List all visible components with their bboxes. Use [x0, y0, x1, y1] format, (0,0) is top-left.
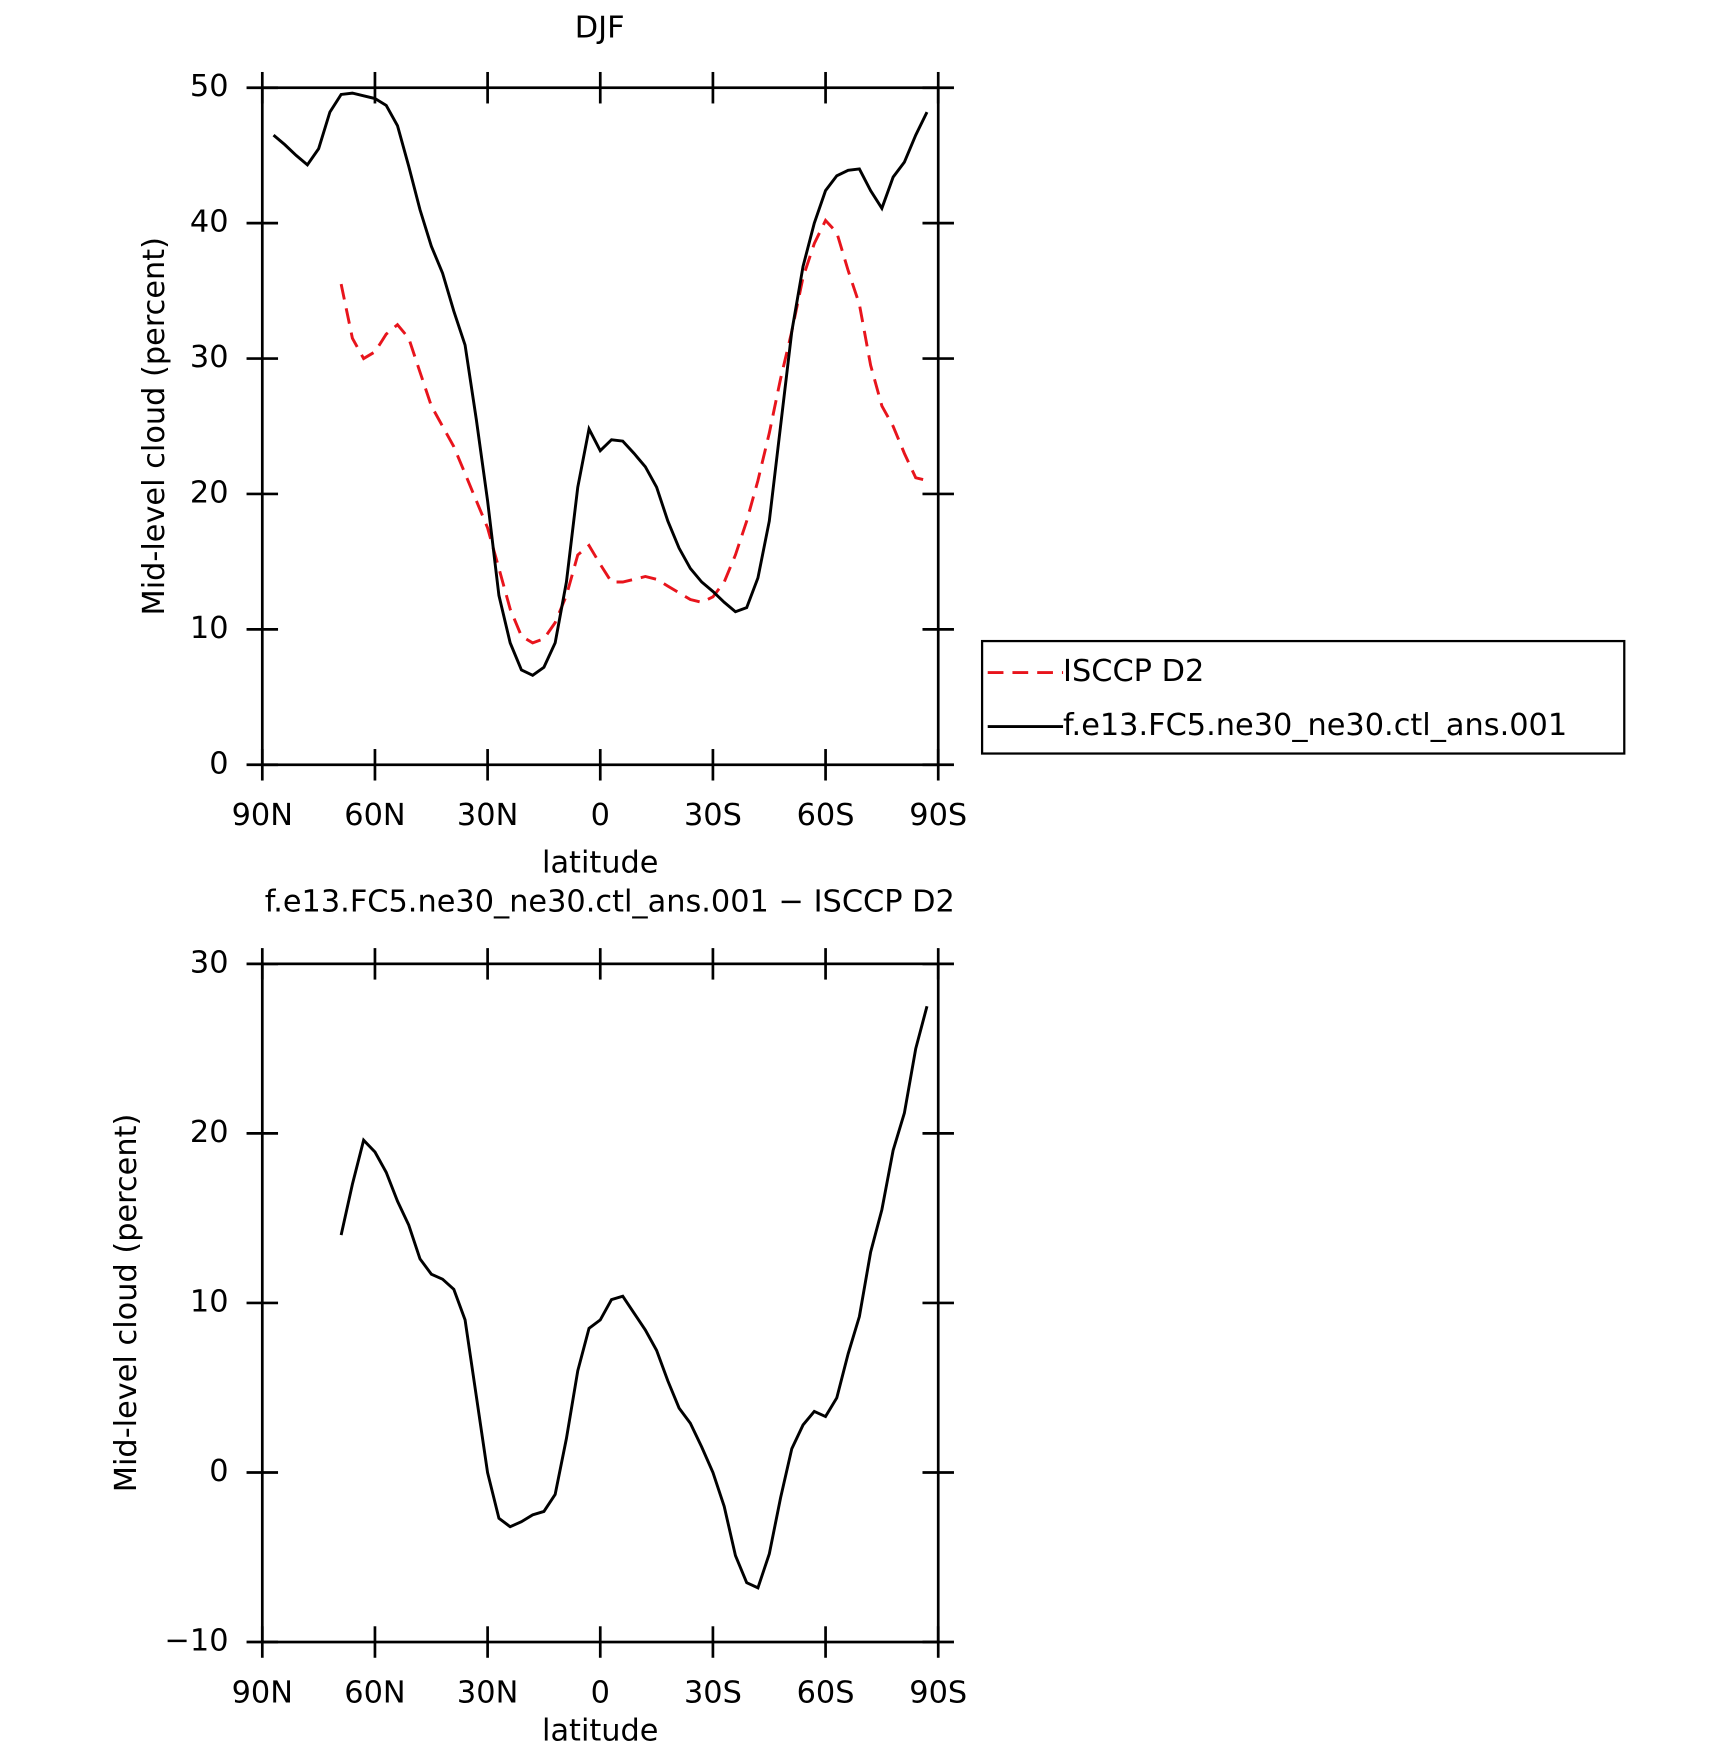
x-tick-label: 0 [591, 798, 610, 833]
data-line [272, 91, 929, 678]
x-tick-label: 90N [232, 1675, 293, 1710]
y-tick-label: 30 [190, 945, 229, 980]
x-tick-label: 30N [457, 798, 518, 833]
y-tick-label: 0 [209, 746, 228, 781]
y-tick-label: 10 [190, 1284, 229, 1319]
x-tick-label: 60N [344, 1675, 405, 1710]
legend-label: ISCCP D2 [1063, 654, 1204, 689]
x-tick-label: 0 [591, 1675, 610, 1710]
x-tick-label: 60S [797, 1675, 855, 1710]
x-tick-label: 30S [684, 1675, 742, 1710]
x-tick-label: 60S [797, 798, 855, 833]
y-tick-label: 20 [190, 475, 229, 510]
chart-title: f.e13.FC5.ne30_ne30.ctl_ans.001 − ISCCP … [265, 885, 955, 920]
plot-frame [260, 962, 940, 1644]
y-tick-label: 40 [190, 205, 229, 240]
y-tick-label: 20 [190, 1115, 229, 1150]
x-axis-label: latitude [542, 845, 658, 880]
x-axis-label: latitude [542, 1714, 658, 1741]
data-line [339, 217, 928, 645]
legend-label: f.e13.FC5.ne30_ne30.ctl_ans.001 [1063, 708, 1567, 743]
x-tick-label: 30N [457, 1675, 518, 1710]
y-tick-label: 0 [209, 1454, 228, 1489]
x-tick-label: 90S [909, 1675, 967, 1710]
y-axis-label: Mid-level cloud (percent) [137, 237, 172, 616]
x-tick-label: 90N [232, 798, 293, 833]
y-tick-label: 10 [190, 611, 229, 646]
x-tick-label: 60N [344, 798, 405, 833]
x-tick-label: 30S [684, 798, 742, 833]
y-tick-label: 30 [190, 340, 229, 375]
plot-frame [260, 86, 940, 767]
y-axis-label: Mid-level cloud (percent) [109, 1114, 144, 1493]
y-tick-label: 50 [190, 69, 229, 104]
x-tick-label: 90S [909, 798, 967, 833]
data-line [339, 1005, 929, 1590]
legend-box [980, 639, 1626, 755]
chart-title: DJF [575, 11, 625, 46]
y-tick-label: −10 [164, 1624, 228, 1659]
